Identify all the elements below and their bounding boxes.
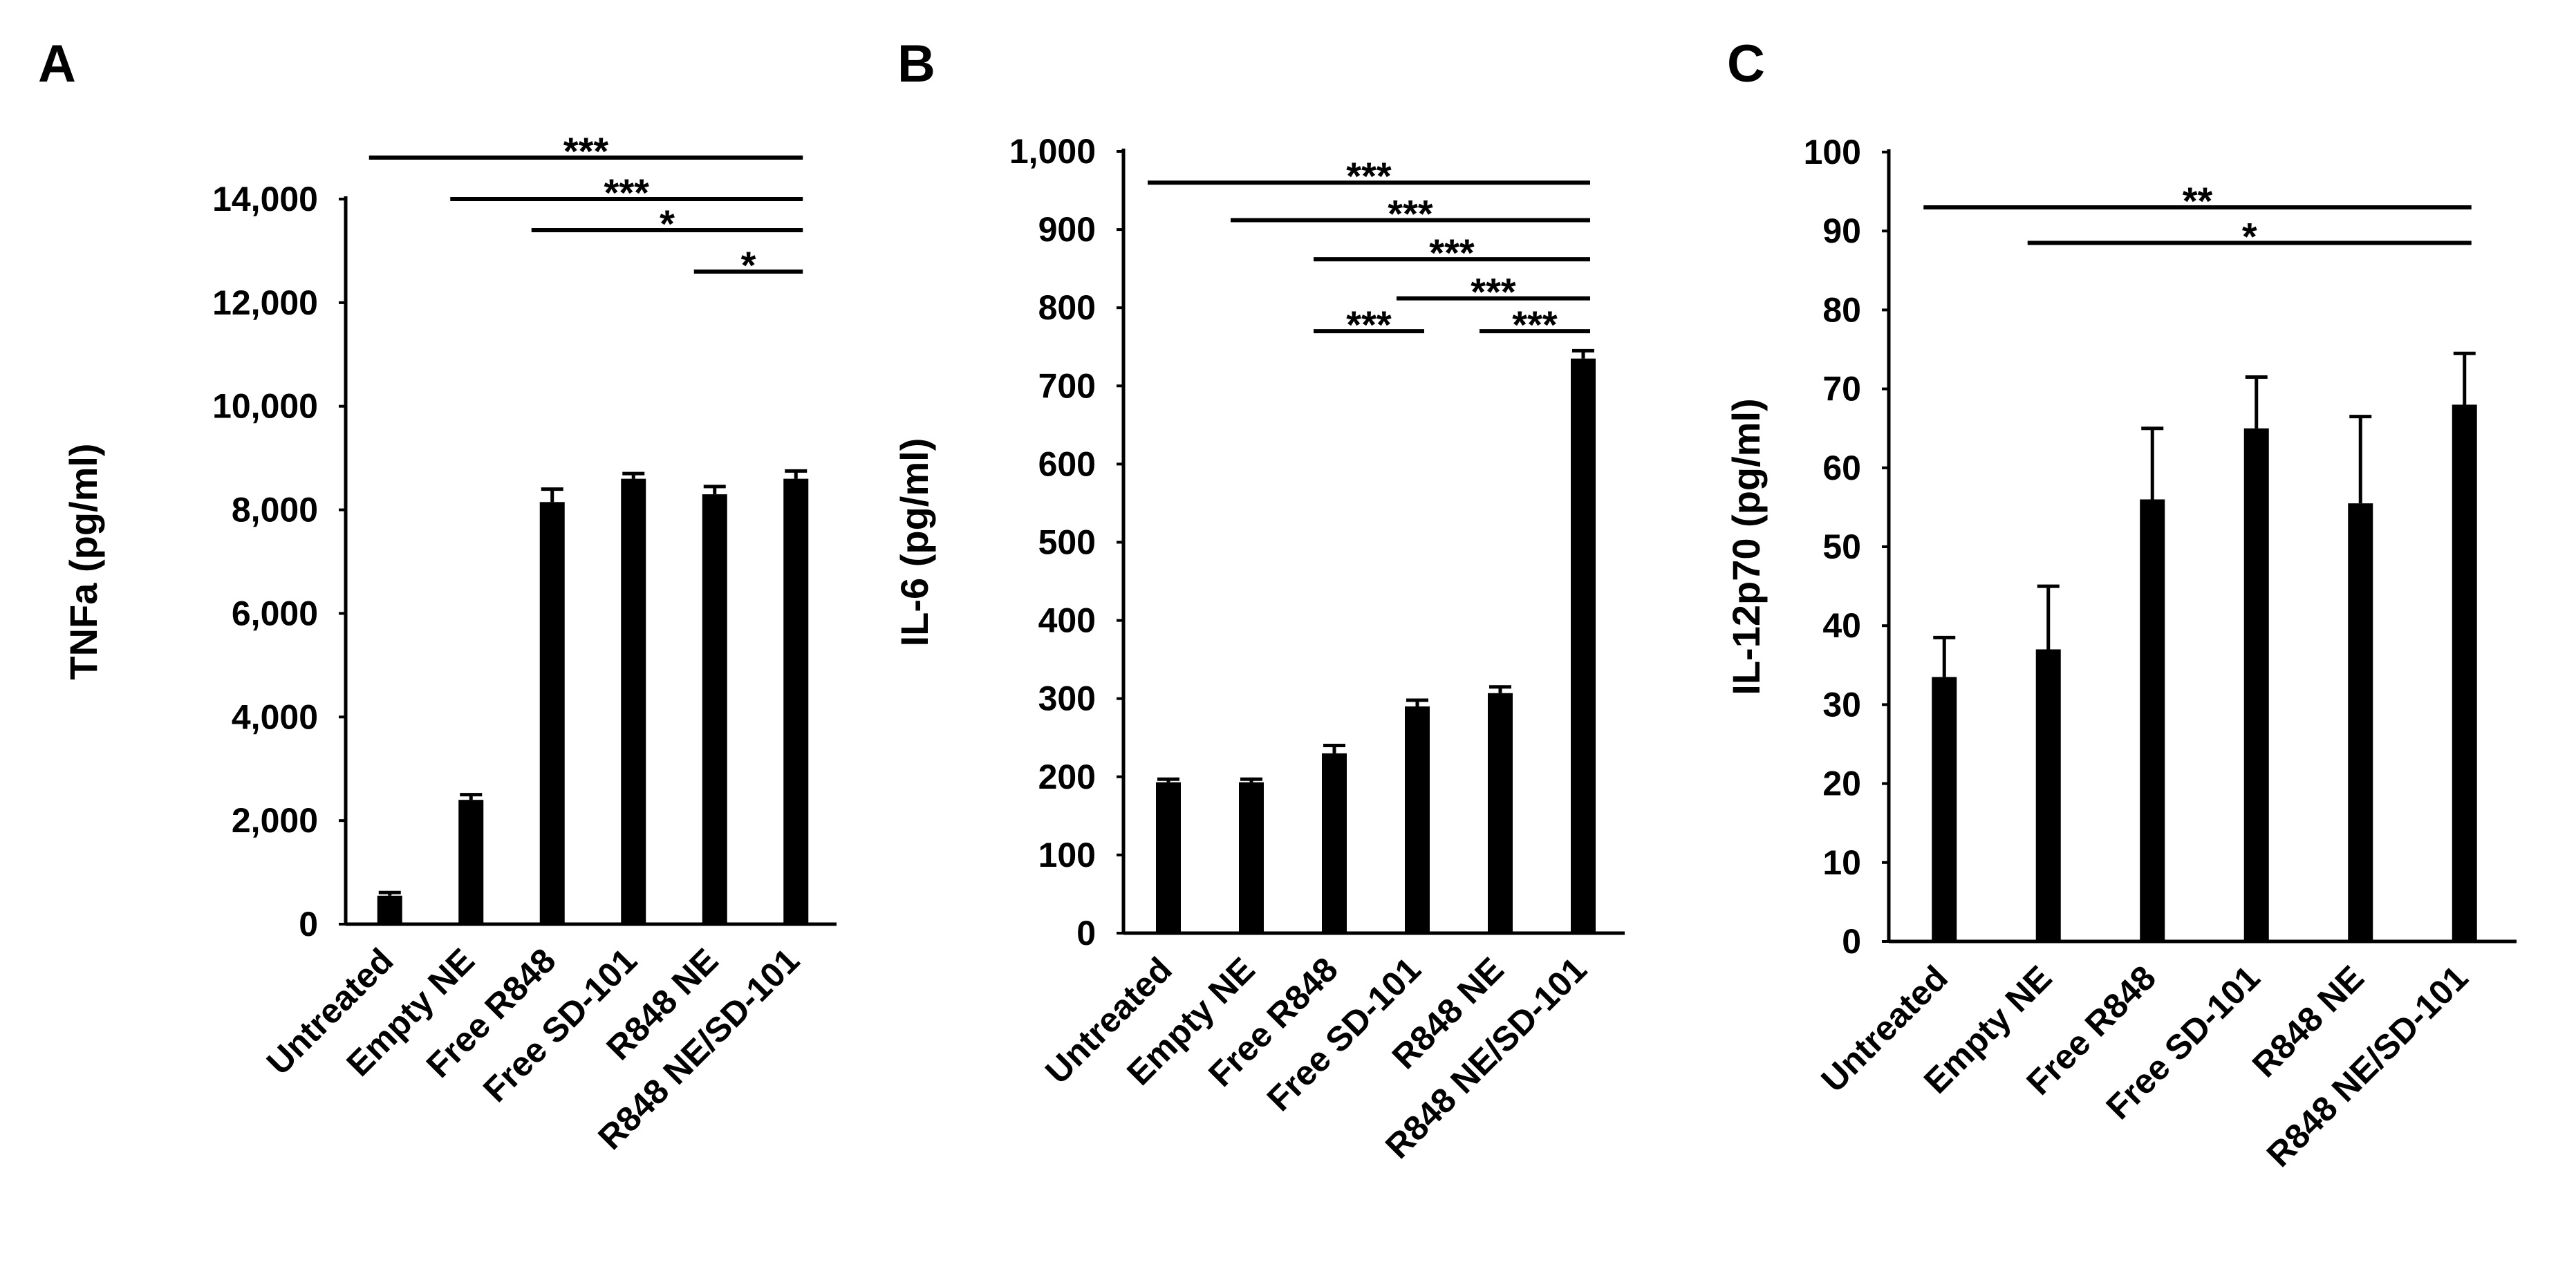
bar (1571, 358, 1596, 933)
bar (1488, 693, 1513, 933)
bar (1322, 753, 1347, 933)
y-tick-label: 0 (1076, 914, 1096, 952)
y-tick-label: 6,000 (232, 594, 318, 632)
y-tick-label: 200 (1038, 758, 1096, 796)
bar (2243, 428, 2269, 941)
significance-stars: *** (1346, 303, 1392, 346)
y-tick-label: 70 (1822, 370, 1861, 409)
y-tick-label: 800 (1038, 288, 1096, 327)
y-tick-label: 10 (1822, 843, 1861, 882)
significance-stars: *** (604, 171, 650, 214)
panel-letter-b: B (897, 35, 935, 93)
y-tick-label: 600 (1038, 444, 1096, 483)
bar (2035, 649, 2061, 941)
y-tick-label: 100 (1804, 133, 1861, 171)
y-tick-label: 40 (1822, 606, 1861, 645)
bar (2348, 503, 2373, 941)
significance-stars: *** (1388, 192, 1433, 236)
bar (1239, 782, 1264, 933)
y-tick-label: 100 (1038, 836, 1096, 874)
y-tick-label: 500 (1038, 523, 1096, 562)
panel-letter-a: A (38, 35, 76, 93)
y-axis-title: IL-12p70 (pg/ml) (1724, 398, 1768, 695)
y-tick-label: 90 (1822, 212, 1861, 250)
y-tick-label: 700 (1038, 366, 1096, 405)
bar (1405, 706, 1430, 933)
y-tick-label: 300 (1038, 679, 1096, 718)
y-tick-label: 900 (1038, 210, 1096, 249)
significance-stars: *** (563, 129, 609, 173)
y-tick-label: 12,000 (212, 283, 318, 322)
y-tick-label: 0 (1842, 922, 1861, 961)
y-axis-title: IL-6 (pg/ml) (893, 438, 936, 647)
y-tick-label: 60 (1822, 449, 1861, 487)
bar (539, 502, 565, 924)
panel-a: A 0 2,000 4,000 6,000 8,000 10,000 12,000 14,00… (38, 35, 837, 1157)
significance-stars: *** (1512, 303, 1558, 346)
bar (1932, 677, 1957, 941)
y-tick-label: 50 (1822, 527, 1861, 566)
x-category-label: R848 NE/SD-101 (2259, 958, 2476, 1174)
y-tick-label: 1,000 (1009, 132, 1096, 171)
bar (621, 478, 646, 924)
bar (783, 478, 809, 924)
y-tick-label: 8,000 (232, 491, 318, 529)
significance-stars: * (2242, 214, 2257, 258)
y-tick-label: 2,000 (232, 801, 318, 840)
panel-letter-c: C (1727, 35, 1765, 93)
panel-b: B 0 100 200 300 400 500 600 700 800 900 1,000 IL-6 … (893, 35, 1625, 1166)
bar (1156, 782, 1181, 933)
significance-stars: *** (1429, 231, 1475, 274)
bar (2452, 404, 2477, 941)
bar (2140, 499, 2165, 941)
y-tick-label: 14,000 (212, 180, 318, 218)
y-tick-label: 0 (299, 905, 318, 944)
y-axis-title: TNFa (pg/ml) (62, 443, 105, 679)
significance-stars: ** (2183, 179, 2213, 223)
y-tick-label: 80 (1822, 290, 1861, 329)
significance-stars: *** (1471, 270, 1516, 314)
bar (377, 895, 402, 924)
bar (702, 494, 727, 924)
significance-stars: * (660, 202, 675, 245)
y-tick-label: 400 (1038, 601, 1096, 640)
panel-c: C 0 10 20 30 40 50 60 70 80 90 100 IL-12p70 (pg/ml)… (1724, 35, 2517, 1174)
bar (458, 800, 484, 924)
significance-stars: * (741, 243, 756, 287)
y-tick-label: 4,000 (232, 697, 318, 736)
y-tick-label: 30 (1822, 685, 1861, 724)
y-tick-label: 10,000 (212, 387, 318, 426)
y-tick-label: 20 (1822, 764, 1861, 803)
significance-stars: *** (1346, 154, 1392, 198)
